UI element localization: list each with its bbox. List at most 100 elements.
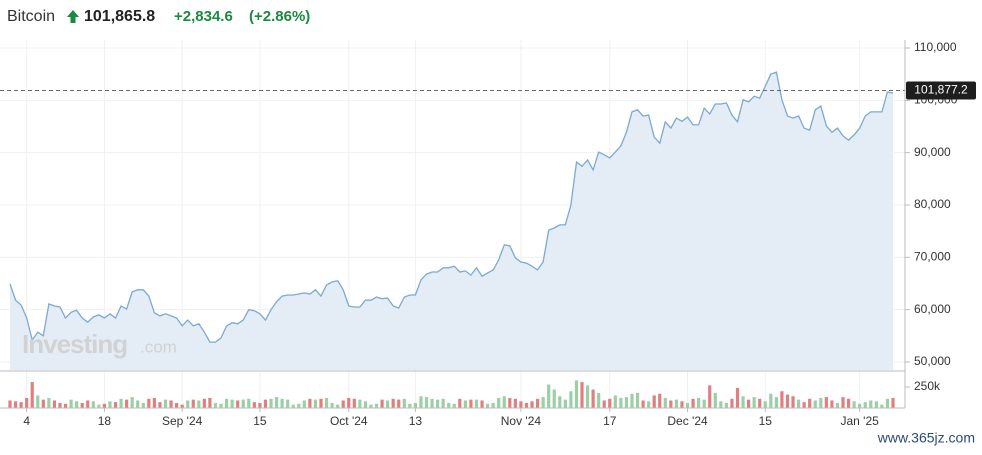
volume-bar [41, 399, 45, 408]
volume-bar [880, 404, 884, 408]
x-tick-label: Dec '24 [667, 414, 708, 428]
volume-bar [241, 399, 245, 408]
volume-bar [330, 402, 334, 408]
volume-bar [858, 403, 862, 408]
volume-bar [408, 403, 412, 408]
volume-bar [791, 396, 795, 408]
x-tick-label: 13 [409, 414, 423, 428]
volume-bar [530, 401, 534, 408]
volume-bar [830, 400, 834, 408]
axes: 50,00060,00070,00080,00090,000100,000110… [23, 40, 976, 428]
volume-bar [152, 397, 156, 408]
volume-bar [324, 397, 329, 408]
volume-bar [824, 397, 828, 408]
volume-bar [308, 398, 312, 408]
volume-bar [835, 402, 840, 408]
volume-bar [624, 397, 629, 408]
volume-bar [113, 402, 118, 408]
volume-bar [19, 402, 23, 408]
volume-bar [286, 399, 290, 408]
volume-bar [269, 398, 273, 408]
volume-bar [841, 397, 845, 408]
volume-bar [524, 402, 529, 408]
volume-bar [774, 397, 778, 408]
area [10, 72, 893, 370]
volume-bar [630, 393, 634, 408]
volume-bar [163, 399, 168, 408]
volume-bar [302, 400, 306, 408]
volume-bar [719, 401, 723, 408]
volume-bar [552, 389, 556, 408]
volume-bar [697, 397, 701, 408]
volume-bar [402, 398, 406, 408]
volume-bar [680, 401, 684, 408]
volume-bar [813, 400, 817, 408]
volume-bar [674, 399, 679, 408]
change-percent: (+2.86%) [249, 8, 310, 25]
volume-bar [247, 398, 251, 408]
volume-bar [252, 402, 256, 408]
volume-bar [874, 401, 878, 408]
volume-bar [891, 397, 895, 408]
volume-bar [363, 401, 368, 408]
volume-bar [708, 385, 712, 408]
x-tick-label: Jan '25 [841, 414, 880, 428]
volume-bar [47, 397, 51, 408]
volume-bar [508, 397, 512, 408]
last-price-label: 101,877.2 [914, 83, 968, 97]
volume-bar [685, 402, 690, 408]
volume-bar [169, 400, 173, 408]
volume-bar [458, 398, 462, 408]
y-tick-label: 50,000 [914, 354, 951, 368]
volume-bar [119, 398, 123, 408]
volume-bar [597, 392, 601, 408]
volume-bar [763, 401, 767, 408]
volume-bar [580, 382, 584, 408]
volume-bar [647, 401, 651, 408]
volume-bar [591, 389, 595, 408]
volume-bar [441, 398, 445, 408]
volume-bar [125, 399, 129, 408]
volume-bar [796, 399, 801, 408]
volume-bar [436, 399, 440, 408]
x-tick-label: 17 [603, 414, 617, 428]
volume-bar [108, 401, 112, 408]
volume-bar [663, 397, 667, 408]
volume-bar [413, 402, 418, 408]
x-tick-label: 15 [253, 414, 267, 428]
volume-bar [447, 402, 451, 408]
volume-bar [313, 399, 318, 408]
volume-bar [36, 395, 40, 408]
volume-bar [347, 397, 351, 408]
y-tick-label: 110,000 [914, 40, 957, 54]
volume-bar [469, 399, 473, 408]
volume-bar [97, 404, 101, 408]
volume-bar [613, 395, 617, 408]
volume-bar [869, 400, 873, 408]
x-tick-label: Oct '24 [330, 414, 368, 428]
volume-bar [652, 395, 656, 408]
volume-bar [386, 400, 390, 408]
plot [0, 71, 905, 408]
volume-bar [263, 399, 268, 408]
volume-bar [808, 398, 812, 408]
volume-bar [541, 397, 545, 408]
volume-bar [141, 402, 145, 408]
volume-bar [91, 401, 95, 408]
volume-bar [863, 402, 867, 408]
volume-bar [75, 401, 79, 408]
volume-bar [802, 402, 806, 408]
volume-bar [519, 401, 523, 408]
volume-bar [136, 400, 140, 408]
volume-bar [147, 398, 151, 408]
volume-bar [558, 396, 562, 408]
volume-bar [608, 398, 612, 408]
volume-bar [430, 398, 434, 408]
volume-bar [369, 404, 373, 408]
volume-tick-label: 250k [914, 379, 941, 393]
volume-bar [158, 402, 162, 408]
x-tick-label: Sep '24 [162, 414, 203, 428]
y-tick-label: 80,000 [914, 197, 951, 211]
volume-bar [819, 397, 823, 408]
volume-bar [236, 400, 240, 408]
